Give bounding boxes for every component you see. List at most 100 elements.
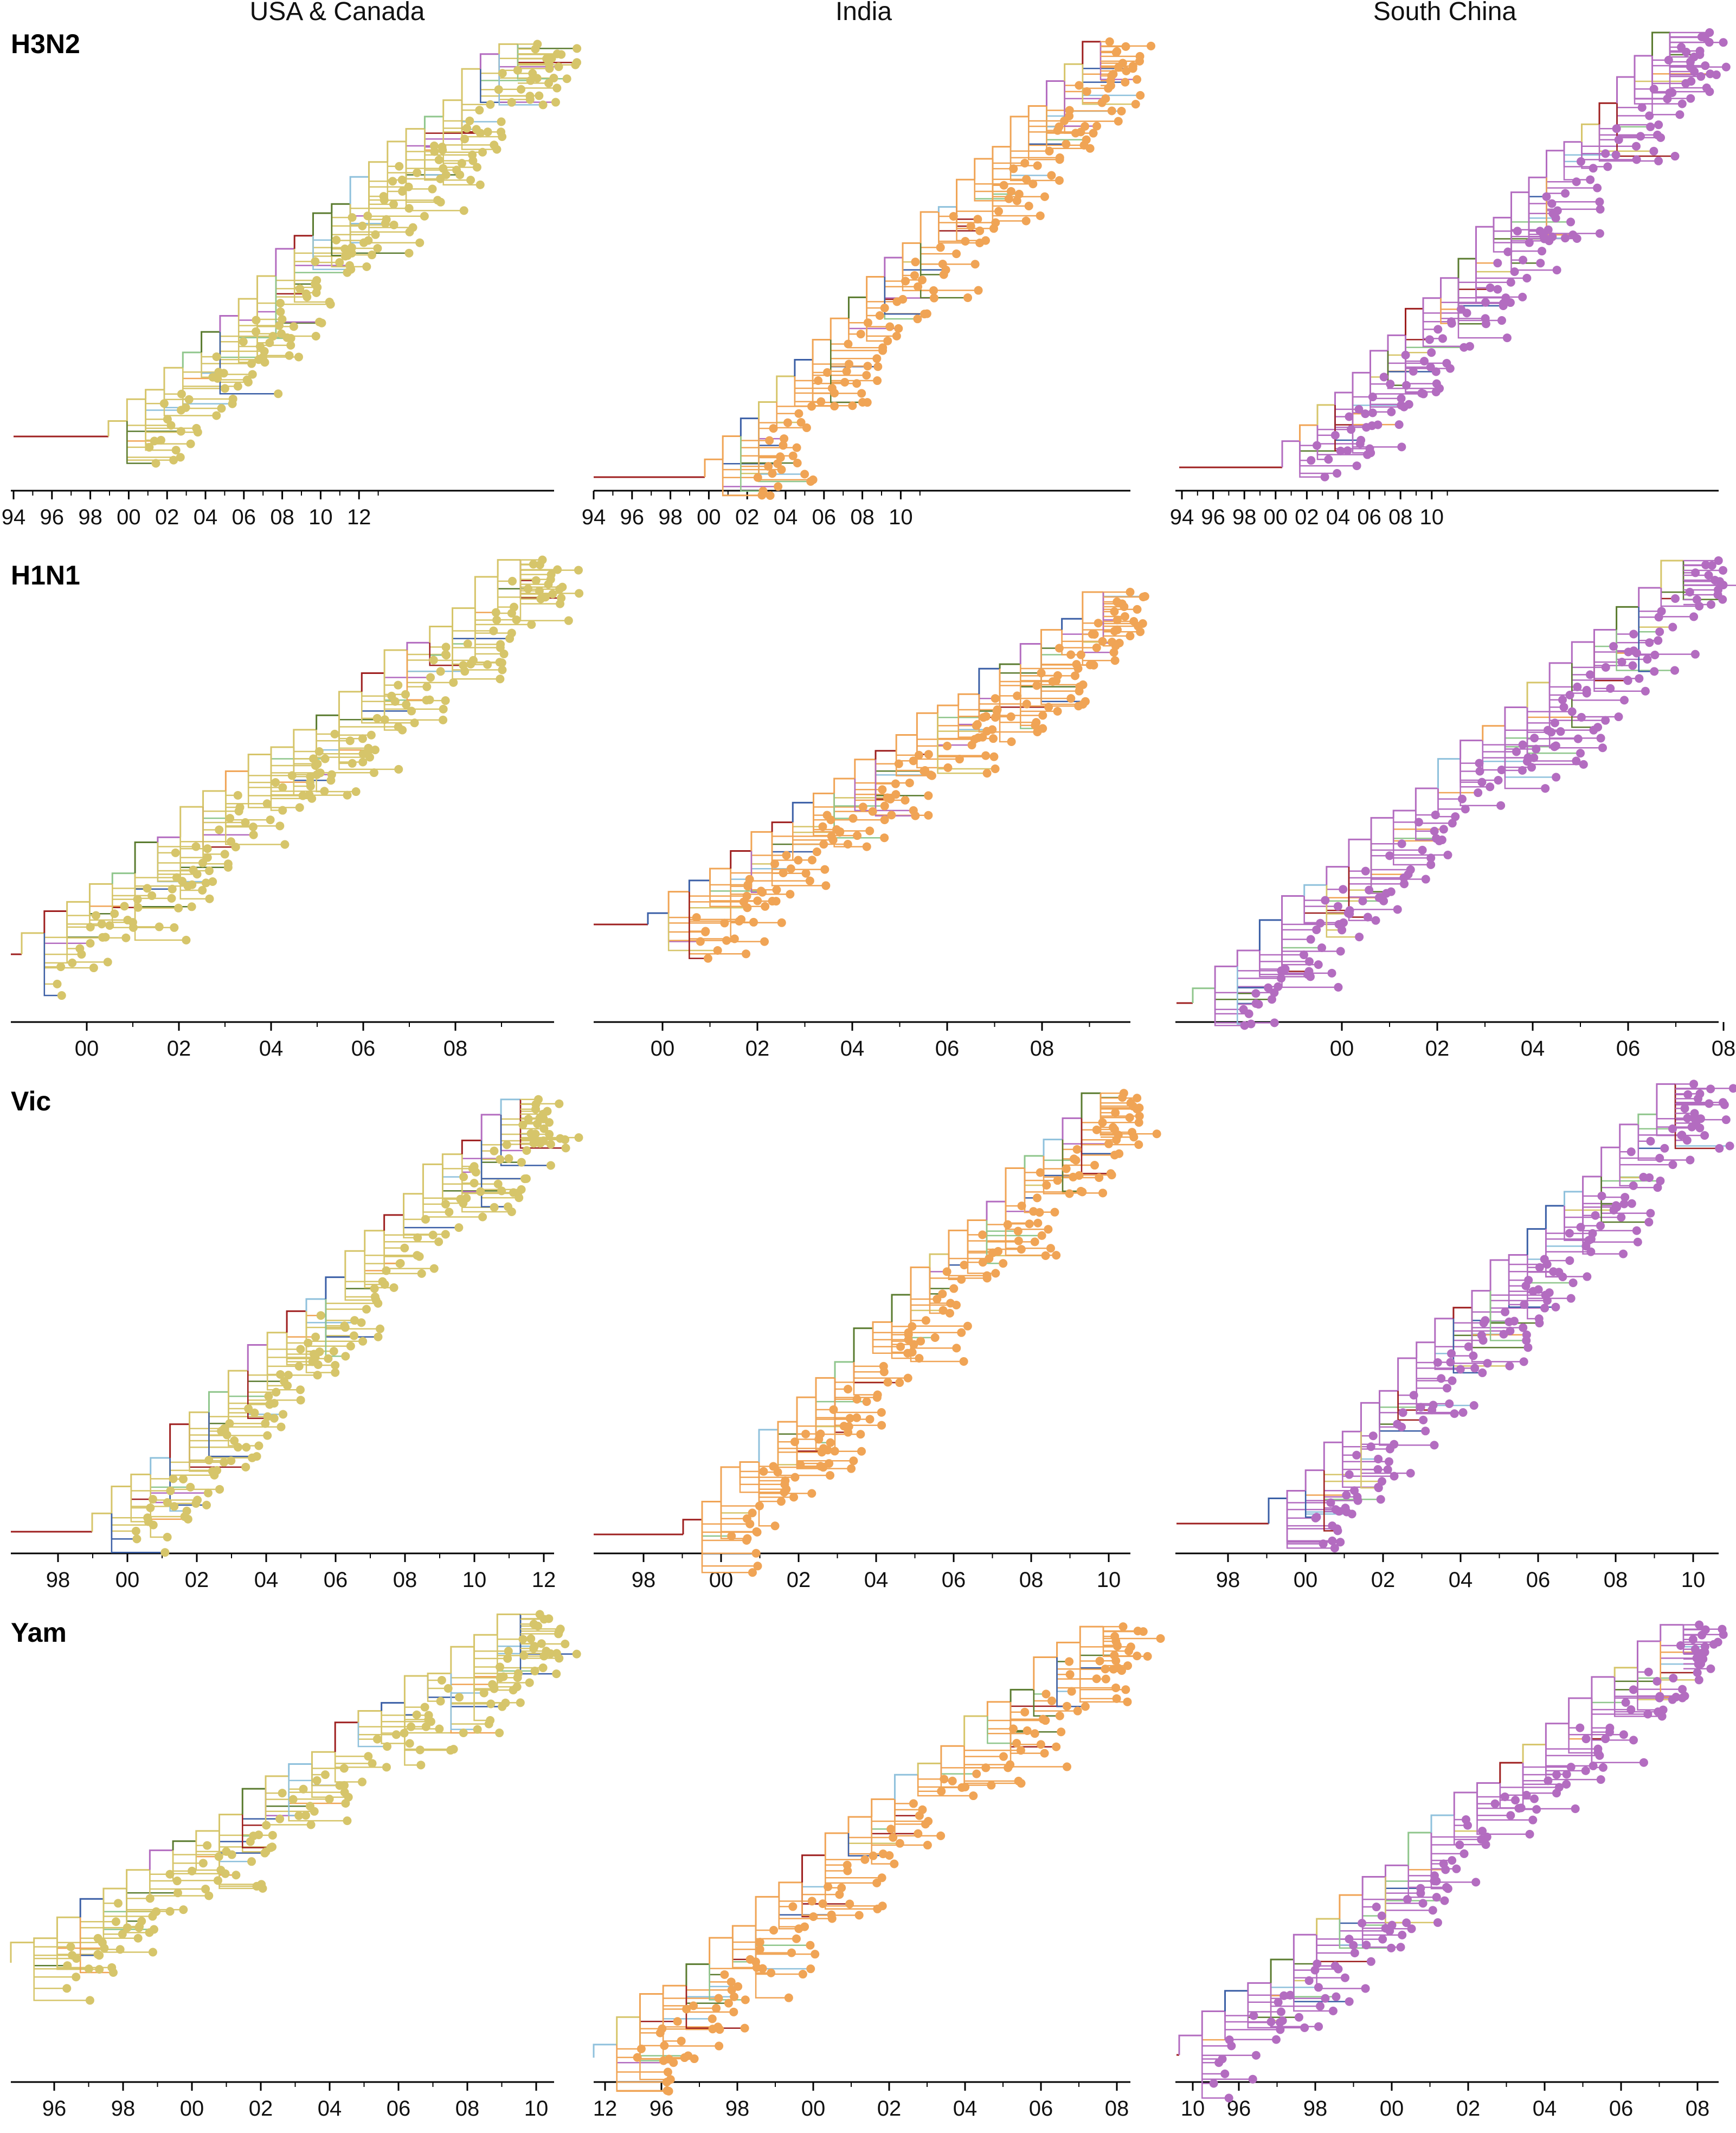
tip-dot — [1521, 1281, 1531, 1290]
tip-dot — [493, 1179, 503, 1188]
tip-dot — [1540, 1255, 1549, 1264]
tip-dot — [359, 238, 369, 247]
tip-dot — [891, 779, 900, 788]
tip-dot — [927, 771, 936, 780]
tip-dot — [1532, 1805, 1541, 1814]
tip-dot — [1214, 2058, 1224, 2067]
branch — [740, 436, 763, 492]
tip-dot — [1300, 2023, 1309, 2032]
x-axis-tick-label: 10 — [1181, 2097, 1205, 2121]
tip-dot — [383, 1742, 392, 1751]
tip-dot — [981, 236, 990, 245]
tip-dot — [311, 257, 320, 266]
tip-dot — [439, 704, 448, 714]
tip-dot — [75, 944, 85, 953]
tip-dot — [1629, 1685, 1638, 1694]
x-axis-tick-label: 94 — [2, 505, 26, 529]
tip-dot — [991, 764, 1000, 774]
tip-dot — [555, 1099, 564, 1108]
tip-dot — [1641, 686, 1650, 696]
tip-dot — [1593, 183, 1602, 192]
tip-dot — [1126, 587, 1135, 596]
tip-dot — [405, 1739, 414, 1748]
tip-dot — [472, 163, 481, 172]
branch — [312, 212, 332, 236]
tip-dot — [1614, 712, 1623, 722]
branch — [102, 1887, 127, 1899]
tip-dot — [748, 1508, 757, 1518]
tip-dot — [1632, 155, 1641, 164]
tip-dot — [413, 1233, 422, 1242]
tip-dot — [516, 1698, 525, 1707]
column-title-south-china: South China — [1373, 0, 1517, 26]
tip-dot — [462, 124, 472, 133]
tip-dot — [1124, 1647, 1134, 1656]
tip-dot — [515, 1193, 524, 1203]
branch — [1452, 1307, 1472, 1319]
tip-dot — [1040, 192, 1049, 201]
tip-dot — [929, 293, 938, 303]
tip-dot — [1135, 1112, 1144, 1121]
tip-dot — [208, 1467, 217, 1476]
branch — [1082, 591, 1103, 619]
tip-dot — [239, 337, 248, 346]
branch — [1457, 258, 1476, 278]
tip-dot — [1112, 1694, 1121, 1703]
tip-dot — [1586, 175, 1595, 184]
tip-dot — [764, 462, 773, 471]
branch — [1634, 55, 1653, 77]
tip-dot — [659, 2056, 668, 2065]
tip-dot — [724, 1999, 733, 2008]
tip-dot — [148, 1948, 157, 1957]
tip-dot — [844, 359, 853, 369]
tip-dot — [890, 1859, 899, 1868]
tip-dot — [296, 1345, 305, 1354]
tip-dot — [1111, 1656, 1121, 1666]
tip-dot — [1681, 79, 1690, 88]
tip-dot — [476, 1187, 485, 1196]
tip-dot — [473, 1725, 482, 1734]
branch — [1010, 146, 1050, 152]
tip-dot — [960, 1261, 969, 1270]
tip-dot — [1419, 357, 1429, 366]
tip-dot — [320, 787, 329, 796]
tip-dot — [946, 1299, 955, 1308]
branch — [427, 1672, 451, 1676]
branch — [1024, 1168, 1055, 1213]
branch — [701, 1519, 753, 1573]
tip-dot — [1090, 630, 1099, 639]
tip-dot — [369, 768, 378, 778]
tip-dot — [1573, 682, 1582, 691]
tip-dot — [1720, 1100, 1729, 1109]
tip-dot — [1579, 760, 1588, 769]
tip-dot — [1089, 129, 1098, 138]
tip-dot — [171, 848, 180, 857]
tip-dot — [1445, 1399, 1454, 1408]
branch — [1056, 1657, 1085, 1707]
tip-dot — [425, 695, 434, 704]
tip-dot — [1407, 1924, 1416, 1933]
tip-dot — [546, 1161, 555, 1170]
branch — [1522, 1763, 1557, 1776]
tip-dot — [761, 902, 770, 911]
tip-dot — [1115, 638, 1124, 647]
tip-dot — [242, 375, 252, 384]
tip-dot — [1623, 676, 1632, 685]
branch — [406, 650, 430, 701]
tip-dot — [708, 2025, 717, 2034]
tip-dot — [826, 1471, 835, 1480]
tip-dot — [1036, 1740, 1045, 1749]
tip-dot — [924, 750, 933, 759]
x-axis-tick-label: 04 — [194, 505, 218, 529]
tip-dot — [1123, 1661, 1133, 1671]
branch — [1385, 1877, 1438, 1924]
tip-dot — [1437, 836, 1446, 845]
tip-dot — [301, 1811, 310, 1820]
tip-dot — [1540, 1303, 1549, 1313]
tip-dot — [772, 885, 781, 895]
branch — [368, 161, 388, 177]
branch — [182, 368, 219, 373]
tip-dot — [830, 389, 839, 398]
tip-dot — [1469, 1351, 1478, 1360]
tip-dot — [496, 640, 505, 649]
